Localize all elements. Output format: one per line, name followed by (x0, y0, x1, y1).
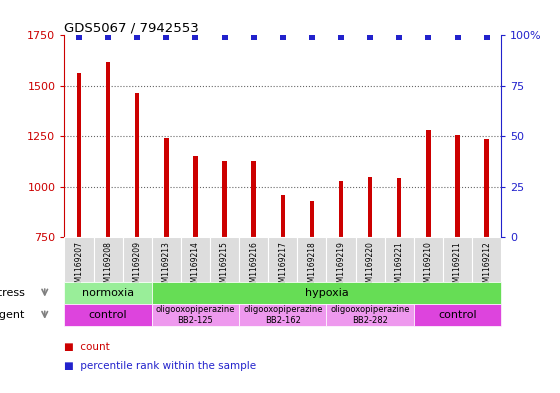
Bar (135, 93, 139, 237)
Text: oligooxopiperazine
BB2-162: oligooxopiperazine BB2-162 (243, 305, 323, 325)
Bar (94, 237, 123, 282)
Text: oligooxopiperazine
BB2-282: oligooxopiperazine BB2-282 (330, 305, 410, 325)
Bar (484, 140, 489, 237)
Bar (222, 161, 227, 237)
Point (453, 34, 462, 40)
Point (366, 34, 375, 40)
Bar (281, 195, 285, 237)
Text: GSM1169218: GSM1169218 (307, 241, 316, 292)
Text: ■  count: ■ count (64, 342, 110, 352)
Text: normoxia: normoxia (82, 288, 134, 298)
Point (74, 34, 83, 40)
Bar (123, 237, 152, 282)
Text: GSM1169219: GSM1169219 (337, 241, 346, 292)
Bar (164, 138, 169, 237)
Bar (239, 237, 268, 282)
Bar (455, 135, 460, 237)
Text: GSM1169213: GSM1169213 (162, 241, 171, 292)
Bar (64, 304, 152, 326)
Text: GSM1169220: GSM1169220 (366, 241, 375, 292)
Text: GSM1169211: GSM1169211 (453, 241, 462, 292)
Bar (472, 237, 501, 282)
Bar (385, 237, 414, 282)
Text: GSM1169216: GSM1169216 (249, 241, 258, 292)
Text: GSM1169217: GSM1169217 (278, 241, 287, 292)
Bar (326, 237, 356, 282)
Point (307, 34, 316, 40)
Bar (443, 237, 472, 282)
Text: GSM1169221: GSM1169221 (395, 241, 404, 292)
Text: agent: agent (0, 310, 25, 320)
Point (395, 34, 404, 40)
Bar (426, 130, 431, 237)
Point (424, 34, 433, 40)
Text: GDS5067 / 7942553: GDS5067 / 7942553 (64, 21, 199, 34)
Text: GSM1169215: GSM1169215 (220, 241, 229, 292)
Bar (106, 62, 110, 237)
Point (337, 34, 346, 40)
Bar (239, 304, 326, 326)
Text: GSM1169209: GSM1169209 (133, 241, 142, 292)
Text: stress: stress (0, 288, 25, 298)
Bar (414, 237, 443, 282)
Point (191, 34, 200, 40)
Bar (77, 73, 81, 237)
Text: GSM1169207: GSM1169207 (74, 241, 83, 292)
Point (249, 34, 258, 40)
Point (482, 34, 491, 40)
Bar (251, 161, 256, 237)
Bar (368, 177, 372, 237)
Text: GSM1169210: GSM1169210 (424, 241, 433, 292)
Text: ■  percentile rank within the sample: ■ percentile rank within the sample (64, 362, 256, 371)
Bar (356, 237, 385, 282)
Bar (268, 237, 297, 282)
Bar (152, 237, 181, 282)
Text: control: control (438, 310, 477, 320)
Point (133, 34, 142, 40)
Text: GSM1169214: GSM1169214 (191, 241, 200, 292)
Point (104, 34, 113, 40)
Bar (152, 304, 239, 326)
Bar (64, 237, 94, 282)
Bar (397, 178, 402, 237)
Text: oligooxopiperazine
BB2-125: oligooxopiperazine BB2-125 (156, 305, 235, 325)
Bar (210, 237, 239, 282)
Text: control: control (89, 310, 127, 320)
Bar (181, 237, 210, 282)
Bar (64, 282, 152, 304)
Bar (310, 201, 314, 237)
Text: hypoxia: hypoxia (305, 288, 348, 298)
Bar (193, 156, 198, 237)
Bar (339, 181, 343, 237)
Bar (297, 237, 326, 282)
Point (220, 34, 229, 40)
Text: GSM1169212: GSM1169212 (482, 241, 491, 292)
Text: GSM1169208: GSM1169208 (104, 241, 113, 292)
Bar (152, 282, 501, 304)
Point (278, 34, 287, 40)
Bar (414, 304, 501, 326)
Bar (326, 304, 414, 326)
Point (162, 34, 171, 40)
